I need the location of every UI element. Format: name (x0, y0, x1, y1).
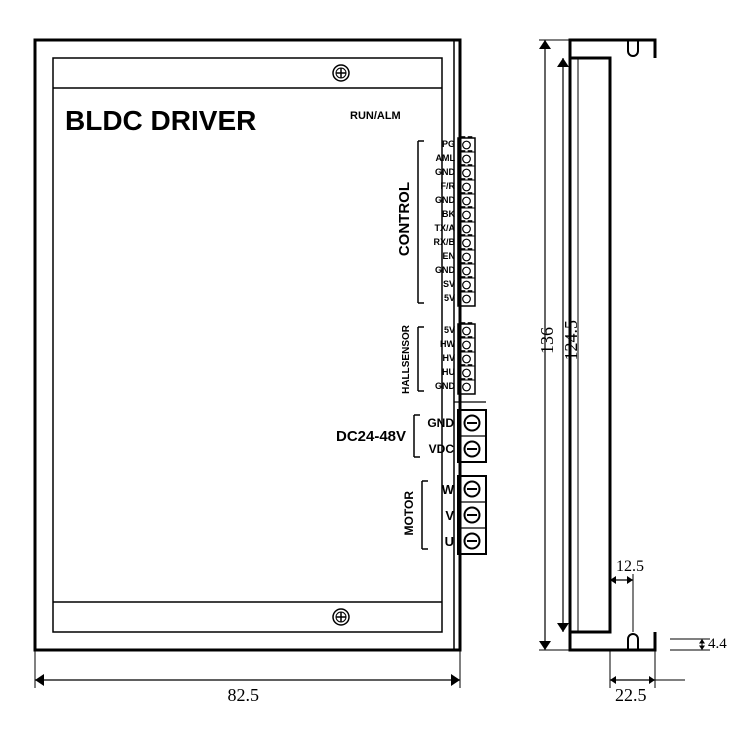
control-pin-label: EN (423, 251, 455, 261)
control-pin-label: F/R (423, 181, 455, 191)
power-pin-label: GND (420, 416, 454, 430)
motor-pin-label: V (428, 508, 454, 523)
hall-pin-label: 5V (423, 325, 455, 335)
control-pin-label: 5V (423, 293, 455, 303)
control-pin-label: GND (423, 167, 455, 177)
control-pin-label: GND (423, 265, 455, 275)
control-pin-label: GND (423, 195, 455, 205)
control-pin-label: RX/B (423, 237, 455, 247)
dim-front-width: 82.5 (228, 685, 260, 706)
control-pin-label: TX/A (423, 223, 455, 233)
control-pin-label: BK (423, 209, 455, 219)
control-pin-label: PG (423, 139, 455, 149)
hall-pin-label: HV (423, 353, 455, 363)
control-section-label: CONTROL (396, 182, 413, 256)
control-pin-label: AML (423, 153, 455, 163)
hall-pin-label: GND (423, 381, 455, 391)
control-pin-label: SV (423, 279, 455, 289)
dim-side-22_5: 22.5 (615, 685, 647, 706)
drawing-canvas: BLDC DRIVER RUN/ALM PG AML GND F/R GND BK TX/A RX… (20, 20, 749, 731)
motor-pin-label: U (428, 534, 454, 549)
dim-side-12_5: 12.5 (616, 558, 644, 576)
dim-side-136: 136 (537, 327, 558, 354)
hall-pin-label: HW (423, 339, 455, 349)
motor-section-label: MOTOR (402, 491, 416, 535)
title-label: BLDC DRIVER (65, 105, 256, 137)
dim-side-4_4: 4.4 (708, 636, 727, 653)
run-alm-label: RUN/ALM (350, 110, 401, 122)
motor-pin-label: W (428, 482, 454, 497)
hall-pin-label: HU (423, 367, 455, 377)
power-section-label: DC24-48V (336, 428, 406, 445)
dim-side-124: 124.5 (561, 320, 582, 361)
power-pin-label: VDC (420, 442, 454, 456)
hallsensor-section-label: HALLSENSOR (401, 325, 412, 394)
